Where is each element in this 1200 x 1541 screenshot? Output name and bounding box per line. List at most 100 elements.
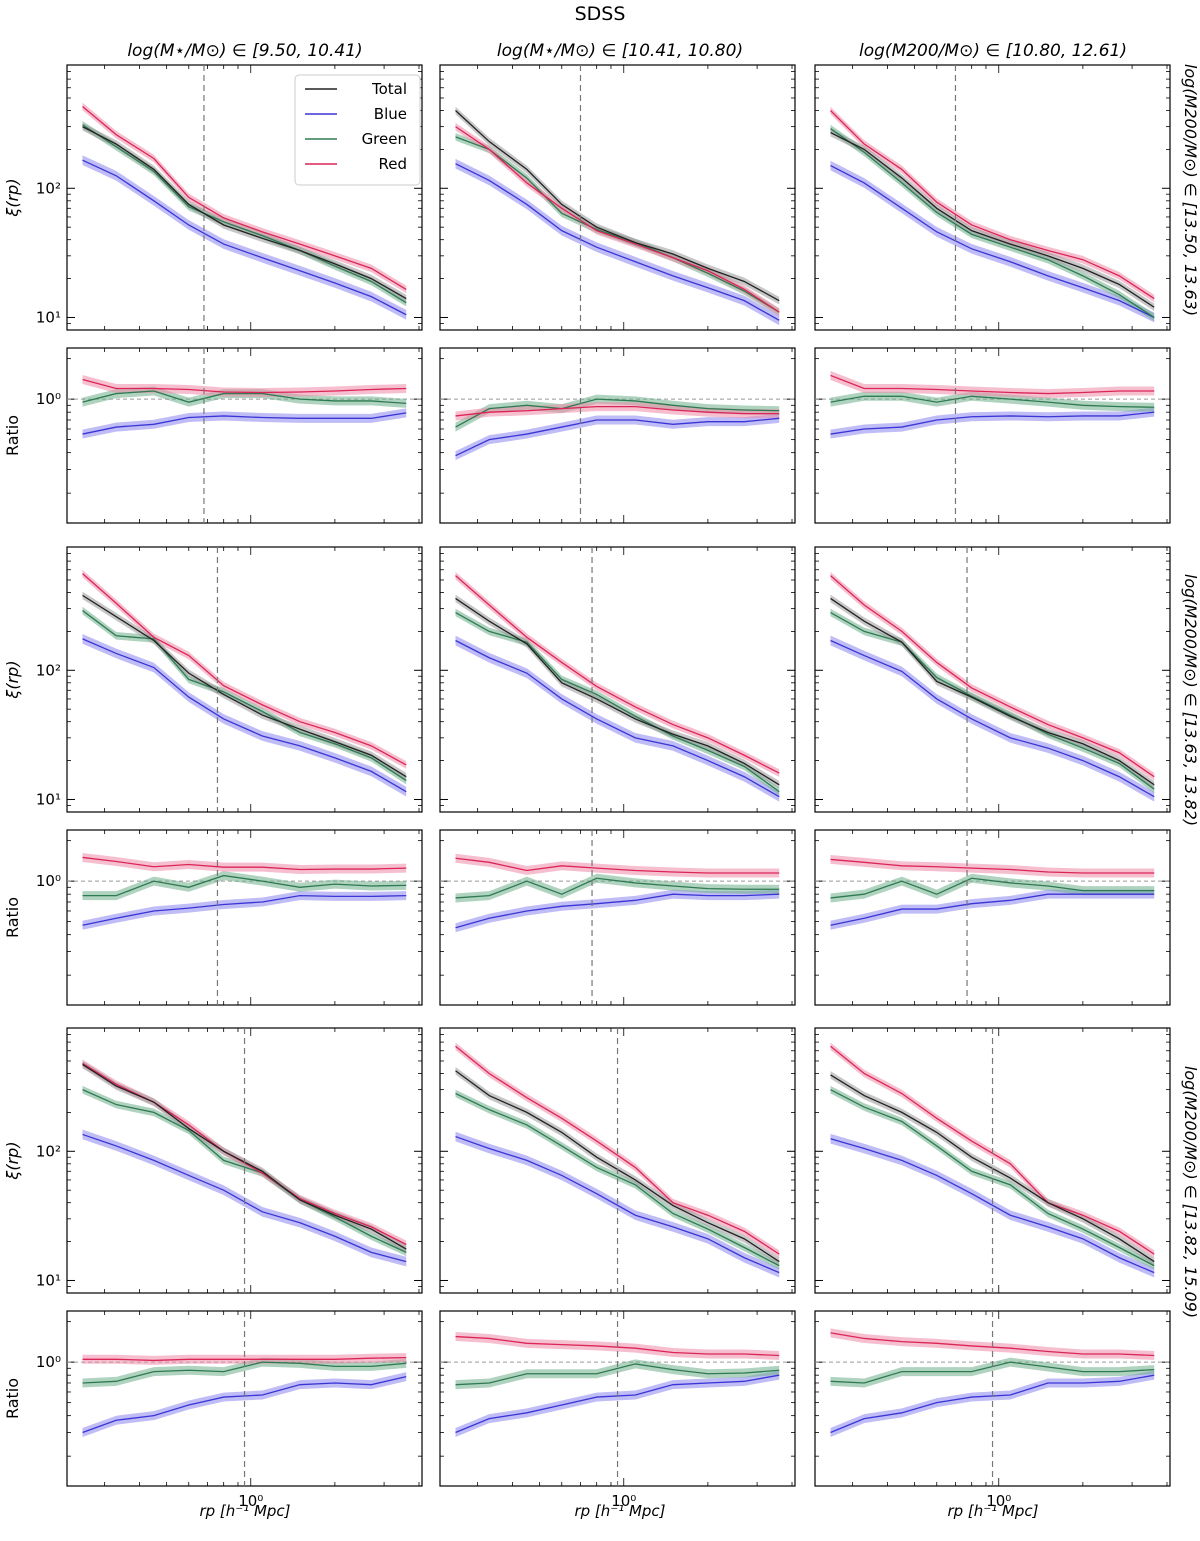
series-total-main-2-1: [455, 1070, 780, 1263]
y-tick-label-main-0-0: 10²: [36, 179, 61, 197]
series-total-main-2-0: [82, 1063, 407, 1250]
panel-frame-ratio-0-0: [66, 347, 423, 524]
panel-frame-ratio-0-1: [439, 347, 796, 524]
band-green-ratio-1-2: [830, 873, 1155, 903]
series-red-main-1-2: [830, 575, 1155, 778]
series-blue-main-0-1: [455, 163, 780, 321]
series-green-ratio-1-0: [82, 874, 407, 897]
series-green-main-0-0: [82, 124, 407, 304]
series-total-main-0-0: [82, 126, 407, 300]
x-tick-label-ratio-2-2: 10⁰: [986, 1492, 1011, 1510]
series-red-main-0-2: [830, 110, 1155, 300]
series-blue-main-1-2: [830, 639, 1155, 798]
y-tick-label-ratio-0-0: 10⁰: [36, 390, 61, 408]
ylabel-main-2: ξ(rp): [3, 1141, 22, 1180]
series-red-ratio-1-1: [455, 857, 780, 874]
series-blue-ratio-0-1: [455, 417, 780, 457]
band-green-ratio-0-1: [455, 394, 780, 432]
y-tick-label-main-1-0: 10¹: [36, 790, 61, 808]
series-total-main-0-2: [830, 131, 1155, 308]
legend-label-green: Green: [362, 130, 407, 148]
legend-box: [294, 74, 421, 186]
series-blue-main-1-0: [82, 638, 407, 793]
series-total-main-1-2: [830, 597, 1155, 786]
series-red-ratio-1-2: [830, 858, 1155, 874]
series-red-main-0-0: [82, 105, 407, 290]
series-red-ratio-2-1: [455, 1335, 780, 1357]
y-tick-label-main-0-0: 10¹: [36, 308, 61, 326]
y-tick-label-ratio-1-0: 10⁰: [36, 872, 61, 890]
series-red-ratio-2-2: [830, 1332, 1155, 1357]
panel-frame-main-1-0: [66, 546, 423, 813]
band-red-ratio-0-2: [830, 370, 1155, 399]
ylabel-main-0: ξ(rp): [3, 178, 22, 217]
band-blue-main-0-2: [830, 160, 1155, 323]
series-red-main-2-1: [455, 1045, 780, 1255]
ylabel-ratio-2: Ratio: [3, 1378, 22, 1419]
series-green-ratio-2-1: [455, 1363, 780, 1386]
xlabel-1: rp [h⁻¹ Mpc]: [574, 1502, 665, 1520]
band-red-main-0-2: [830, 106, 1155, 303]
panel-frame-main-0-2: [814, 64, 1171, 331]
band-blue-main-1-2: [830, 635, 1155, 802]
band-green-ratio-1-1: [455, 873, 780, 903]
band-green-ratio-0-2: [830, 391, 1155, 412]
band-blue-ratio-2-1: [455, 1370, 780, 1437]
panel-frame-main-1-2: [814, 546, 1171, 813]
series-red-main-2-2: [830, 1045, 1155, 1255]
series-blue-ratio-2-1: [455, 1374, 780, 1434]
col-title-2: log(M200/M⊙) ∈ [10.80, 12.61): [859, 41, 1127, 61]
series-green-main-0-1: [455, 136, 780, 313]
series-red-ratio-1-0: [82, 856, 407, 871]
band-red-ratio-1-1: [455, 853, 780, 878]
panels-group: 10¹ 10² 10⁰ ξ(rp) Ratio 10¹ 10² 10⁰ ξ(rp) Ratio 10…: [3, 64, 1171, 1510]
series-blue-ratio-1-2: [830, 893, 1155, 926]
y-tick-label-main-2-0: 10²: [36, 1142, 61, 1160]
series-total-main-1-1: [455, 597, 780, 786]
col-title-1: log(M⋆/M⊙) ∈ [10.41, 10.80): [497, 41, 743, 61]
series-red-main-2-0: [82, 1062, 407, 1246]
figure-title: SDSS: [575, 3, 626, 25]
series-green-ratio-0-0: [82, 390, 407, 405]
series-blue-main-0-0: [82, 159, 407, 316]
series-green-main-1-2: [830, 611, 1155, 790]
band-green-ratio-1-0: [82, 871, 407, 901]
series-red-main-1-1: [455, 575, 780, 774]
series-blue-main-2-1: [455, 1135, 780, 1274]
band-red-main-1-1: [455, 571, 780, 777]
band-blue-main-0-0: [82, 155, 407, 320]
band-blue-main-0-1: [455, 158, 780, 326]
row-title-2: log(M200/M⊙) ∈ [13.82, 15.09): [1181, 1066, 1200, 1318]
ylabel-ratio-1: Ratio: [3, 897, 22, 938]
row-title-0: log(M200/M⊙) ∈ [13.50, 13.63): [1181, 64, 1200, 316]
band-red-main-1-2: [830, 571, 1155, 781]
band-green-main-0-2: [830, 124, 1155, 322]
series-red-main-1-0: [82, 573, 407, 766]
band-total-main-0-0: [82, 122, 407, 303]
panel-frame-ratio-1-1: [439, 829, 796, 1006]
band-total-main-1-1: [455, 594, 780, 789]
x-tick-label-ratio-2-1: 10⁰: [611, 1492, 636, 1510]
series-red-ratio-2-0: [82, 1356, 407, 1362]
series-blue-ratio-2-0: [82, 1376, 407, 1434]
panel-frame-ratio-1-2: [814, 829, 1171, 1006]
legend-label-blue: Blue: [374, 105, 407, 123]
series-green-main-1-0: [82, 610, 407, 782]
col-title-0: log(M⋆/M⊙) ∈ [9.50, 10.41): [127, 41, 362, 61]
series-green-ratio-1-2: [830, 877, 1155, 899]
series-blue-ratio-1-0: [82, 895, 407, 926]
x-tick-label-ratio-2-0: 10⁰: [238, 1492, 263, 1510]
series-green-ratio-0-1: [455, 398, 780, 428]
series-red-ratio-0-0: [82, 378, 407, 394]
series-blue-ratio-0-2: [830, 411, 1155, 435]
series-green-main-2-1: [455, 1092, 780, 1267]
band-red-main-2-1: [455, 1042, 780, 1258]
xlabel-0: rp [h⁻¹ Mpc]: [199, 1502, 290, 1520]
panel-frame-main-0-1: [439, 64, 796, 331]
series-green-ratio-1-1: [455, 877, 780, 899]
panel-frame-main-1-1: [439, 546, 796, 813]
panel-frame-ratio-1-0: [66, 829, 423, 1006]
series-blue-main-1-1: [455, 639, 780, 798]
band-red-main-1-0: [82, 569, 407, 769]
